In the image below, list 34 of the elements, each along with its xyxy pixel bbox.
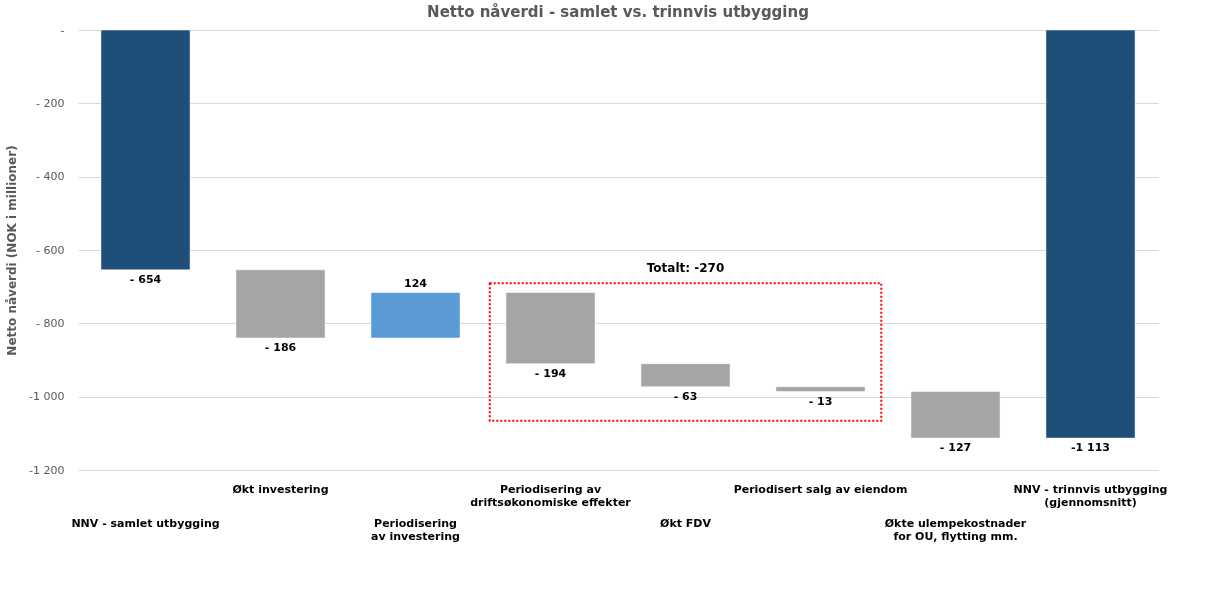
data-label: -1 113 (1070, 441, 1111, 455)
data-label: - 194 (534, 366, 567, 380)
x-tick-label: Periodisering av driftsøkonomiske effekter (470, 483, 632, 509)
y-tick-label: - 200 (36, 96, 65, 110)
x-tick-label: NNV - trinnvis utbygging (gjennomsnitt) (1013, 483, 1168, 509)
x-tick-label: Økt FDV (660, 517, 712, 530)
annotation: Totalt: -270 (646, 261, 725, 276)
x-tick-label: Økte ulempekostnader for OU, flytting mm. (884, 517, 1027, 543)
x-tick-label: Periodisert salg av eiendom (733, 483, 908, 496)
chart-title: Netto nåverdi - samlet vs. trinnvis utbygging (427, 3, 809, 21)
y-tick-label: -1 000 (29, 390, 65, 404)
bar (640, 363, 731, 388)
y-tick-label: - (60, 23, 65, 37)
y-axis-title: Netto nåverdi (NOK i millioner) (5, 145, 20, 356)
y-tick-label: - 800 (36, 316, 65, 330)
data-label: - 654 (129, 272, 162, 286)
y-tick-label: - 400 (36, 170, 65, 184)
data-label: - 186 (264, 341, 297, 354)
bar (100, 29, 191, 271)
data-label: - 63 (673, 389, 698, 403)
bar (1045, 29, 1136, 439)
y-tick-label: - 600 (36, 243, 65, 257)
x-tick-label: Økt investering (232, 483, 329, 496)
bar (775, 386, 866, 392)
data-label: - 127 (939, 441, 972, 455)
data-label: 124 (404, 276, 428, 290)
bar (235, 269, 326, 339)
bar (910, 391, 1001, 439)
bar (370, 292, 461, 339)
x-tick-label: NNV - samlet utbygging (71, 517, 220, 530)
data-label: - 13 (808, 394, 833, 408)
y-tick-label: -1 200 (29, 463, 65, 477)
x-tick-label: Periodisering av investering (371, 517, 460, 543)
bar (505, 292, 596, 364)
